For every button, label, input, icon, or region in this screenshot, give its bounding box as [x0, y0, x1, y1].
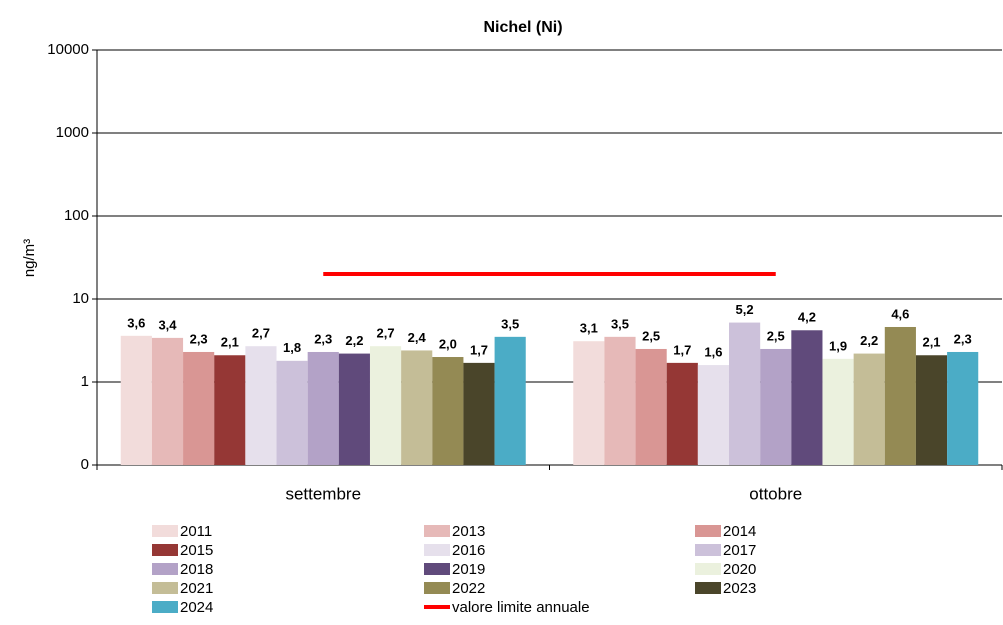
- data-label: 2,1: [221, 335, 239, 350]
- legend-label: 2016: [452, 542, 485, 559]
- legend-label: 2015: [180, 542, 213, 559]
- legend-label: 2014: [723, 523, 756, 540]
- bar: [120, 335, 152, 465]
- legend-swatch: [424, 582, 450, 594]
- bar: [432, 357, 464, 465]
- bar: [666, 362, 698, 465]
- legend-label: 2022: [452, 580, 485, 597]
- data-label: 2,5: [642, 328, 660, 343]
- legend-swatch: [152, 563, 178, 575]
- bar: [183, 351, 215, 465]
- data-label: 3,4: [158, 317, 177, 332]
- y-tick-label: 0: [81, 456, 89, 473]
- bar: [822, 358, 854, 465]
- y-tick-label: 1: [81, 373, 89, 390]
- data-label: 2,3: [954, 331, 972, 346]
- bar: [947, 351, 979, 465]
- legend-label: 2017: [723, 542, 756, 559]
- chart-title: Nichel (Ni): [483, 19, 562, 36]
- data-label: 2,7: [377, 326, 395, 341]
- data-label: 1,6: [704, 344, 722, 359]
- data-label: 3,5: [501, 316, 519, 331]
- data-label: 4,2: [798, 310, 816, 325]
- data-label: 3,1: [580, 321, 598, 336]
- bar: [791, 330, 823, 465]
- data-label: 3,6: [127, 315, 145, 330]
- y-axis-title: ng/m³: [21, 239, 38, 277]
- legend-label: 2013: [452, 523, 485, 540]
- legend-swatch: [695, 544, 721, 556]
- legend-label: 2024: [180, 599, 213, 616]
- bar: [245, 346, 277, 465]
- bar: [214, 355, 246, 465]
- data-label: 2,2: [860, 333, 878, 348]
- data-label: 3,5: [611, 316, 629, 331]
- data-label: 1,7: [470, 342, 488, 357]
- legend-label: 2023: [723, 580, 756, 597]
- bar: [604, 336, 636, 465]
- bar: [760, 348, 792, 465]
- legend-label: 2018: [180, 561, 213, 578]
- bar: [573, 341, 605, 465]
- data-label: 2,2: [345, 333, 363, 348]
- data-label: 2,3: [190, 331, 208, 346]
- legend-label: 2021: [180, 580, 213, 597]
- bar: [276, 360, 308, 465]
- legend-swatch: [152, 582, 178, 594]
- bar: [853, 353, 885, 465]
- bar: [697, 365, 730, 465]
- data-label: 5,2: [736, 302, 754, 317]
- data-label: 2,0: [439, 336, 457, 351]
- legend-swatch: [424, 544, 450, 556]
- x-tick-label: ottobre: [749, 484, 802, 503]
- bar: [307, 351, 339, 465]
- bar: [635, 348, 667, 465]
- data-label: 1,8: [283, 340, 301, 355]
- legend-label: 2020: [723, 561, 756, 578]
- bar: [884, 326, 916, 465]
- legend-label: valore limite annuale: [452, 599, 590, 616]
- x-tick-label: settembre: [285, 484, 361, 503]
- y-tick-label: 10: [72, 290, 89, 307]
- data-label: 1,7: [673, 342, 691, 357]
- data-label: 2,7: [252, 326, 270, 341]
- legend-swatch: [424, 563, 450, 575]
- bar: [401, 350, 433, 465]
- data-label: 4,6: [891, 306, 909, 321]
- y-tick-label: 1000: [56, 124, 89, 141]
- legend-label: 2019: [452, 561, 485, 578]
- legend-swatch: [695, 525, 721, 537]
- legend-swatch: [695, 563, 721, 575]
- legend-swatch: [695, 582, 721, 594]
- bar: [151, 337, 184, 465]
- bar: [338, 353, 370, 465]
- data-label: 2,3: [314, 331, 332, 346]
- data-label: 2,4: [408, 330, 427, 345]
- bar: [915, 355, 948, 465]
- legend-swatch: [424, 525, 450, 537]
- y-tick-label: 10000: [47, 41, 89, 58]
- bar: [369, 346, 402, 465]
- legend-label: 2011: [180, 523, 212, 540]
- bar: [463, 362, 495, 465]
- bar: [494, 336, 526, 465]
- bar: [729, 322, 761, 465]
- legend-swatch: [152, 544, 178, 556]
- legend-swatch: [152, 525, 178, 537]
- data-label: 2,5: [767, 328, 785, 343]
- legend-swatch: [152, 601, 178, 613]
- data-label: 1,9: [829, 338, 847, 353]
- y-tick-label: 100: [64, 207, 89, 224]
- data-label: 2,1: [922, 335, 940, 350]
